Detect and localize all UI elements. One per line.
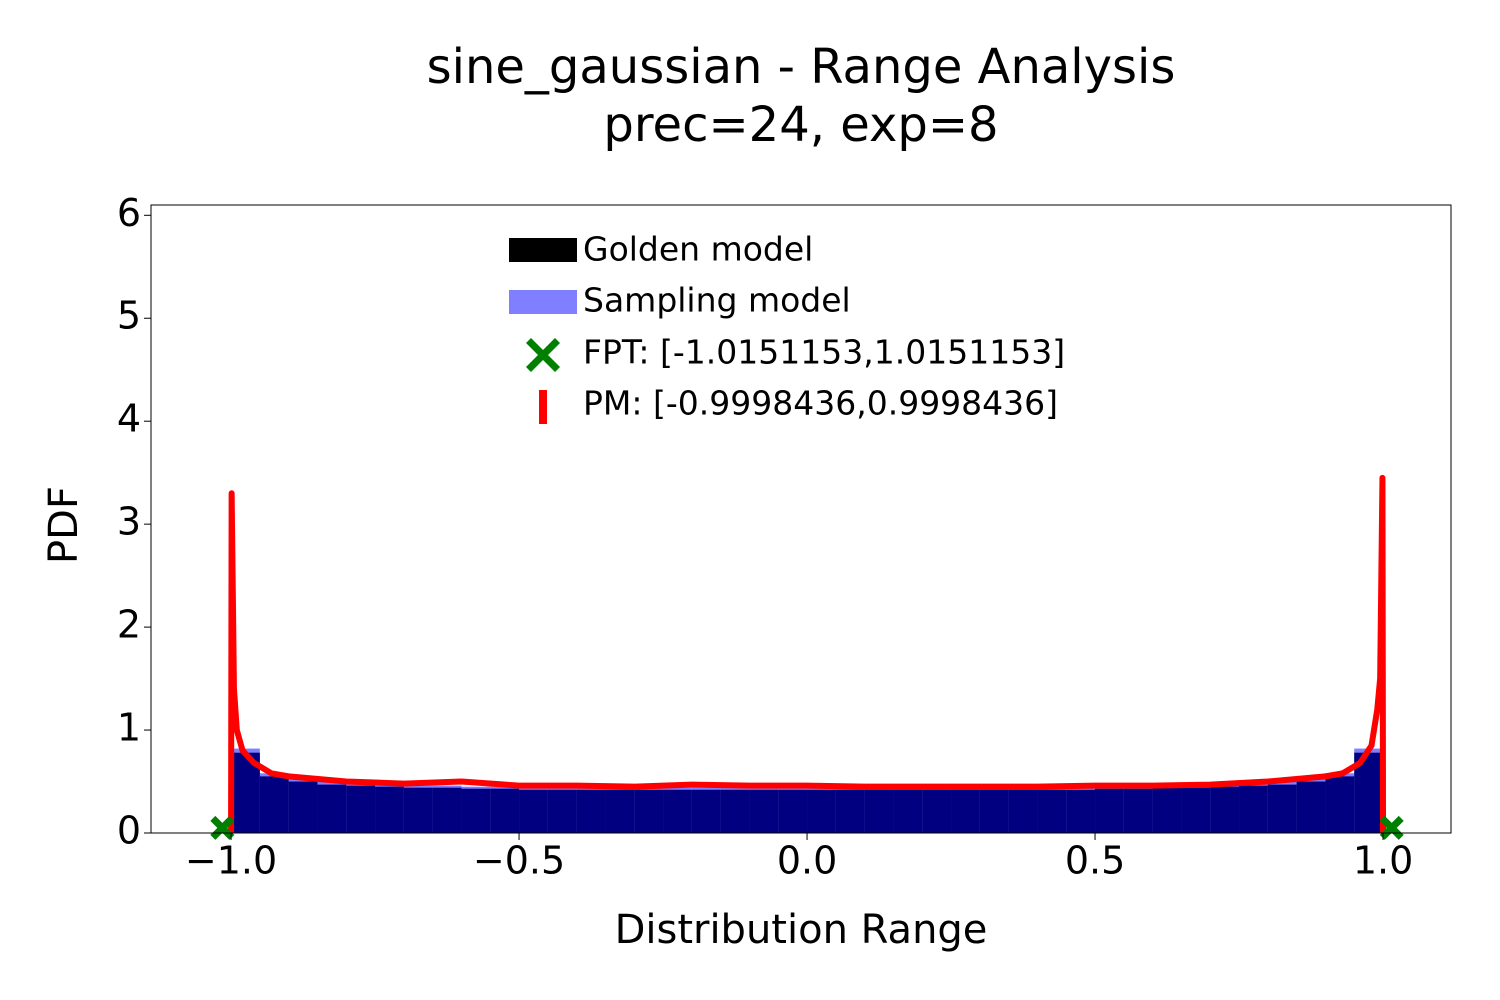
legend-marker xyxy=(526,338,560,372)
histogram-bar xyxy=(1267,781,1297,833)
x-tick-label: 0.0 xyxy=(777,839,837,883)
pm-line xyxy=(228,474,1387,834)
legend-label: PM: [-0.9998436,0.9998436] xyxy=(583,384,1058,423)
y-tick-label: 6 xyxy=(117,191,141,235)
histogram-bar xyxy=(979,787,1009,833)
histogram-bar xyxy=(490,786,520,833)
histogram-bar xyxy=(691,787,721,833)
y-tick-label: 3 xyxy=(117,500,141,544)
histogram-bar xyxy=(576,787,606,833)
histogram-bar xyxy=(634,787,664,833)
histogram-bar xyxy=(375,784,404,833)
chart-subtitle: prec=24, exp=8 xyxy=(603,97,998,153)
histogram-bar xyxy=(778,787,808,833)
chart-title: sine_gaussian - Range Analysis xyxy=(427,39,1176,95)
histogram-bar xyxy=(605,787,635,833)
histogram-bar xyxy=(864,787,894,833)
histogram-bar xyxy=(1037,787,1067,833)
histogram-bar xyxy=(835,787,865,833)
histogram-bar xyxy=(1008,787,1038,833)
legend-label: Golden model xyxy=(583,230,813,269)
y-tick-label: 0 xyxy=(117,809,141,853)
y-tick-label: 1 xyxy=(117,706,141,750)
histogram-bar xyxy=(1152,785,1182,833)
histogram-bar xyxy=(1296,778,1326,833)
x-tick-label: −0.5 xyxy=(473,839,565,883)
histogram-bar xyxy=(288,778,318,833)
x-tick-label: 1.0 xyxy=(1353,839,1413,883)
histogram-bar xyxy=(346,783,376,833)
histogram-bar xyxy=(1181,785,1211,833)
histogram-bar xyxy=(922,787,952,833)
histogram-bar xyxy=(1239,783,1268,833)
histogram-bar xyxy=(1123,786,1153,833)
x-tick-label: −1.0 xyxy=(185,839,277,883)
legend-swatch xyxy=(539,390,547,424)
histogram-bar xyxy=(259,773,289,833)
x-tick-label: 0.5 xyxy=(1065,839,1125,883)
y-tick-label: 2 xyxy=(117,603,141,647)
histogram-bar xyxy=(1095,786,1124,833)
histogram-bar xyxy=(893,787,923,833)
legend-swatch xyxy=(509,290,577,314)
histogram-bar xyxy=(547,787,577,833)
fpt-marker xyxy=(1379,815,1404,840)
histogram-bar xyxy=(807,787,836,833)
histogram-bar xyxy=(1066,787,1096,833)
y-axis-label: PDF xyxy=(41,486,87,564)
histogram-bar xyxy=(663,787,692,833)
y-tick-label: 4 xyxy=(117,397,141,441)
legend-label: FPT: [-1.0151153,1.0151153] xyxy=(583,333,1065,372)
plot-frame xyxy=(150,204,1452,834)
histogram-bar xyxy=(519,787,548,833)
histogram-bar xyxy=(1210,784,1240,833)
histogram-bar xyxy=(1325,773,1355,833)
x-axis-label: Distribution Range xyxy=(615,907,988,953)
legend-label: Sampling model xyxy=(583,281,851,320)
legend-swatch xyxy=(509,238,577,262)
histogram-bar xyxy=(461,786,491,833)
histogram-bar xyxy=(317,781,347,833)
histogram-bar xyxy=(749,787,779,833)
fpt-marker xyxy=(210,815,235,840)
histogram-bar xyxy=(403,785,433,833)
histogram-bar xyxy=(432,785,462,833)
histogram-bar xyxy=(951,787,980,833)
histogram-bar xyxy=(720,787,750,833)
y-tick-label: 5 xyxy=(117,294,141,338)
